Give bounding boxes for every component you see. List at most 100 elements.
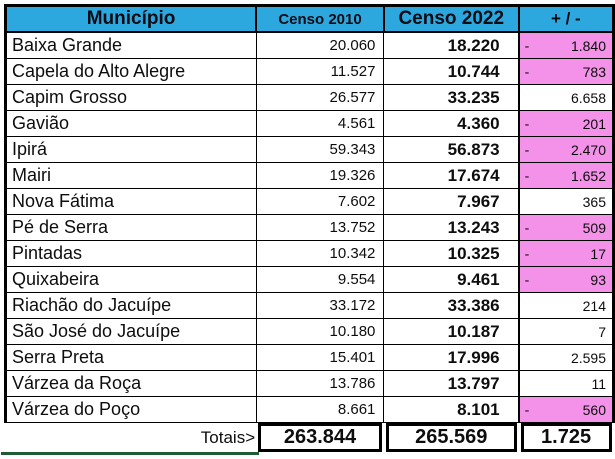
minus-sign: - (524, 63, 530, 80)
diff-cell: - 17 (517, 240, 615, 267)
diff-value: 783 (582, 63, 606, 80)
minus-sign: - (524, 401, 530, 418)
municipality-name: Serra Preta (4, 344, 257, 371)
diff-value: 509 (582, 219, 606, 236)
table-row: Capim Grosso 26.577 33.235 6.658 (4, 84, 615, 111)
minus-sign: - (524, 141, 530, 158)
diff-value: 1.652 (570, 167, 606, 184)
diff-value: 1.840 (570, 37, 606, 54)
header-censo-2022: Censo 2022 (382, 4, 520, 33)
censo-2022-value: 17.674 (383, 162, 520, 189)
table-row: Capela do Alto Alegre 11.527 10.744 - 783 (4, 58, 615, 85)
censo-2010-value: 13.752 (255, 214, 385, 241)
table-row: Ipirá 59.343 56.873 - 2.470 (4, 136, 615, 163)
censo-2022-value: 10.325 (383, 240, 520, 267)
diff-cell: 214 (517, 292, 615, 319)
diff-cell: - 201 (517, 110, 615, 137)
table-row: Pintadas 10.342 10.325 - 17 (4, 240, 615, 267)
header-censo-2010: Censo 2010 (255, 4, 385, 33)
diff-value: 11 (591, 375, 606, 392)
censo-2010-value: 4.561 (255, 110, 385, 137)
minus-sign: - (524, 219, 530, 236)
municipality-name: Várzea do Poço (4, 396, 257, 423)
totals-label: Totais> (5, 422, 257, 453)
table-row: Várzea do Poço 8.661 8.101 - 560 (4, 396, 615, 423)
diff-cell: - 93 (517, 266, 615, 293)
diff-value: 214 (582, 297, 606, 314)
header-municipio: Município (4, 4, 258, 33)
censo-2010-value: 9.554 (255, 266, 385, 293)
diff-cell: - 1.652 (517, 162, 615, 189)
diff-value: 2.595 (570, 349, 606, 366)
diff-value: 6.658 (570, 89, 606, 106)
censo-2022-value: 7.967 (383, 188, 520, 215)
censo-2022-value: 10.187 (383, 318, 520, 345)
censo-2010-value: 33.172 (255, 292, 385, 319)
censo-2022-value: 10.744 (383, 58, 520, 85)
municipality-name: Mairi (4, 162, 257, 189)
diff-cell: - 1.840 (517, 31, 615, 59)
censo-2022-value: 13.243 (383, 214, 520, 241)
table-row: São José do Jacuípe 10.180 10.187 7 (4, 318, 615, 345)
diff-cell: 2.595 (517, 344, 615, 371)
municipality-name: Baixa Grande (4, 31, 257, 59)
municipality-name: Pintadas (4, 240, 257, 267)
minus-sign: - (524, 245, 530, 262)
totals-censo-2022-cell: 265.569 (383, 422, 519, 453)
table-row: Riachão do Jacuípe 33.172 33.386 214 (4, 292, 615, 319)
censo-2010-value: 10.180 (255, 318, 385, 345)
diff-value: 7 (598, 323, 606, 340)
censo-2022-value: 33.386 (383, 292, 520, 319)
table-body: Baixa Grande 20.060 18.220 - 1.840 Capela… (4, 31, 615, 423)
table-row: Serra Preta 15.401 17.996 2.595 (4, 344, 615, 371)
header-row: Município Censo 2010 Censo 2022 + / - (4, 4, 615, 33)
municipality-name: Capela do Alto Alegre (4, 58, 257, 85)
censo-2010-value: 19.326 (255, 162, 385, 189)
diff-value: 17 (590, 245, 606, 262)
totals-diff-cell: 1.725 (518, 422, 614, 453)
municipality-name: Ipirá (4, 136, 257, 163)
totals-censo-2022-value: 265.569 (385, 423, 517, 453)
censo-2022-value: 56.873 (383, 136, 520, 163)
censo-2022-value: 9.461 (383, 266, 520, 293)
table-row: Quixabeira 9.554 9.461 - 93 (4, 266, 615, 293)
header-diff: + / - (517, 4, 615, 33)
censo-2022-value: 13.797 (383, 370, 520, 397)
censo-2010-value: 8.661 (255, 396, 385, 423)
censo-2010-value: 26.577 (255, 84, 385, 111)
municipality-name: Quixabeira (4, 266, 257, 293)
totals-censo-2010-value: 263.844 (258, 423, 382, 453)
diff-cell: - 560 (517, 396, 615, 423)
diff-value: 365 (582, 193, 606, 210)
diff-cell: 365 (517, 188, 615, 215)
censo-2022-value: 4.360 (383, 110, 520, 137)
table-row: Várzea da Roça 13.786 13.797 11 (4, 370, 615, 397)
totals-censo-2010-cell: 263.844 (256, 422, 384, 453)
diff-cell: 11 (517, 370, 615, 397)
table-row: Pé de Serra 13.752 13.243 - 509 (4, 214, 615, 241)
excel-selection-underline (1, 452, 259, 455)
diff-cell: - 2.470 (517, 136, 615, 163)
table-row: Nova Fátima 7.602 7.967 365 (4, 188, 615, 215)
municipality-name: Nova Fátima (4, 188, 257, 215)
census-table-container: Município Censo 2010 Censo 2022 + / - Ba… (4, 4, 615, 453)
diff-value: 201 (582, 115, 606, 132)
minus-sign: - (524, 271, 530, 288)
table-row: Mairi 19.326 17.674 - 1.652 (4, 162, 615, 189)
censo-2022-value: 8.101 (383, 396, 520, 423)
minus-sign: - (524, 167, 530, 184)
minus-sign: - (524, 115, 530, 132)
diff-cell: 6.658 (517, 84, 615, 111)
diff-value: 2.470 (570, 141, 606, 158)
municipality-name: Várzea da Roça (4, 370, 257, 397)
diff-cell: - 783 (517, 58, 615, 85)
diff-value: 560 (582, 401, 606, 418)
totals-row: Totais> 263.844 265.569 1.725 (5, 422, 614, 453)
diff-cell: 7 (517, 318, 615, 345)
censo-2010-value: 59.343 (255, 136, 385, 163)
census-table: Município Censo 2010 Censo 2022 + / - Ba… (4, 4, 615, 453)
censo-2022-value: 17.996 (383, 344, 520, 371)
diff-cell: - 509 (517, 214, 615, 241)
minus-sign: - (524, 37, 530, 54)
diff-value: 93 (590, 271, 606, 288)
